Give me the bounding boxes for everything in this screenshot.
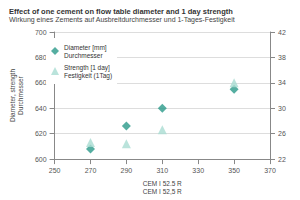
svg-text:Festigkeit (1Tag): Festigkeit (1Tag)	[64, 72, 112, 80]
svg-text:Wirkung eines Zements auf Ausb: Wirkung eines Zements auf Ausbreitdurchm…	[9, 16, 235, 24]
svg-text:CEM I 52.5 R: CEM I 52.5 R	[143, 180, 182, 187]
svg-text:680: 680	[35, 54, 47, 61]
svg-text:370: 370	[264, 167, 276, 174]
svg-text:Durchmesser: Durchmesser	[17, 75, 24, 114]
svg-text:26: 26	[278, 130, 286, 137]
svg-text:30: 30	[278, 105, 286, 112]
svg-text:330: 330	[192, 167, 204, 174]
svg-text:290: 290	[121, 167, 133, 174]
svg-text:310: 310	[156, 167, 168, 174]
svg-text:Diameter, strength: Diameter, strength	[9, 69, 17, 122]
svg-text:600: 600	[35, 156, 47, 163]
svg-text:22: 22	[278, 156, 286, 163]
svg-text:Durchmesser: Durchmesser	[64, 52, 103, 59]
svg-text:34: 34	[278, 79, 286, 86]
svg-text:CEM I 52,5 R: CEM I 52,5 R	[143, 188, 182, 195]
svg-text:250: 250	[49, 167, 61, 174]
svg-text:Effect of one cement on flow t: Effect of one cement on flow table diame…	[9, 7, 233, 16]
svg-text:620: 620	[35, 130, 47, 137]
svg-text:640: 640	[35, 105, 47, 112]
svg-text:270: 270	[85, 167, 97, 174]
svg-text:700: 700	[35, 29, 47, 36]
svg-text:660: 660	[35, 79, 47, 86]
svg-text:38: 38	[278, 54, 286, 61]
svg-text:Strength [1 day]: Strength [1 day]	[64, 64, 110, 72]
svg-text:350: 350	[228, 167, 240, 174]
svg-text:42: 42	[278, 29, 286, 36]
svg-text:Diameter [mm]: Diameter [mm]	[64, 44, 107, 52]
